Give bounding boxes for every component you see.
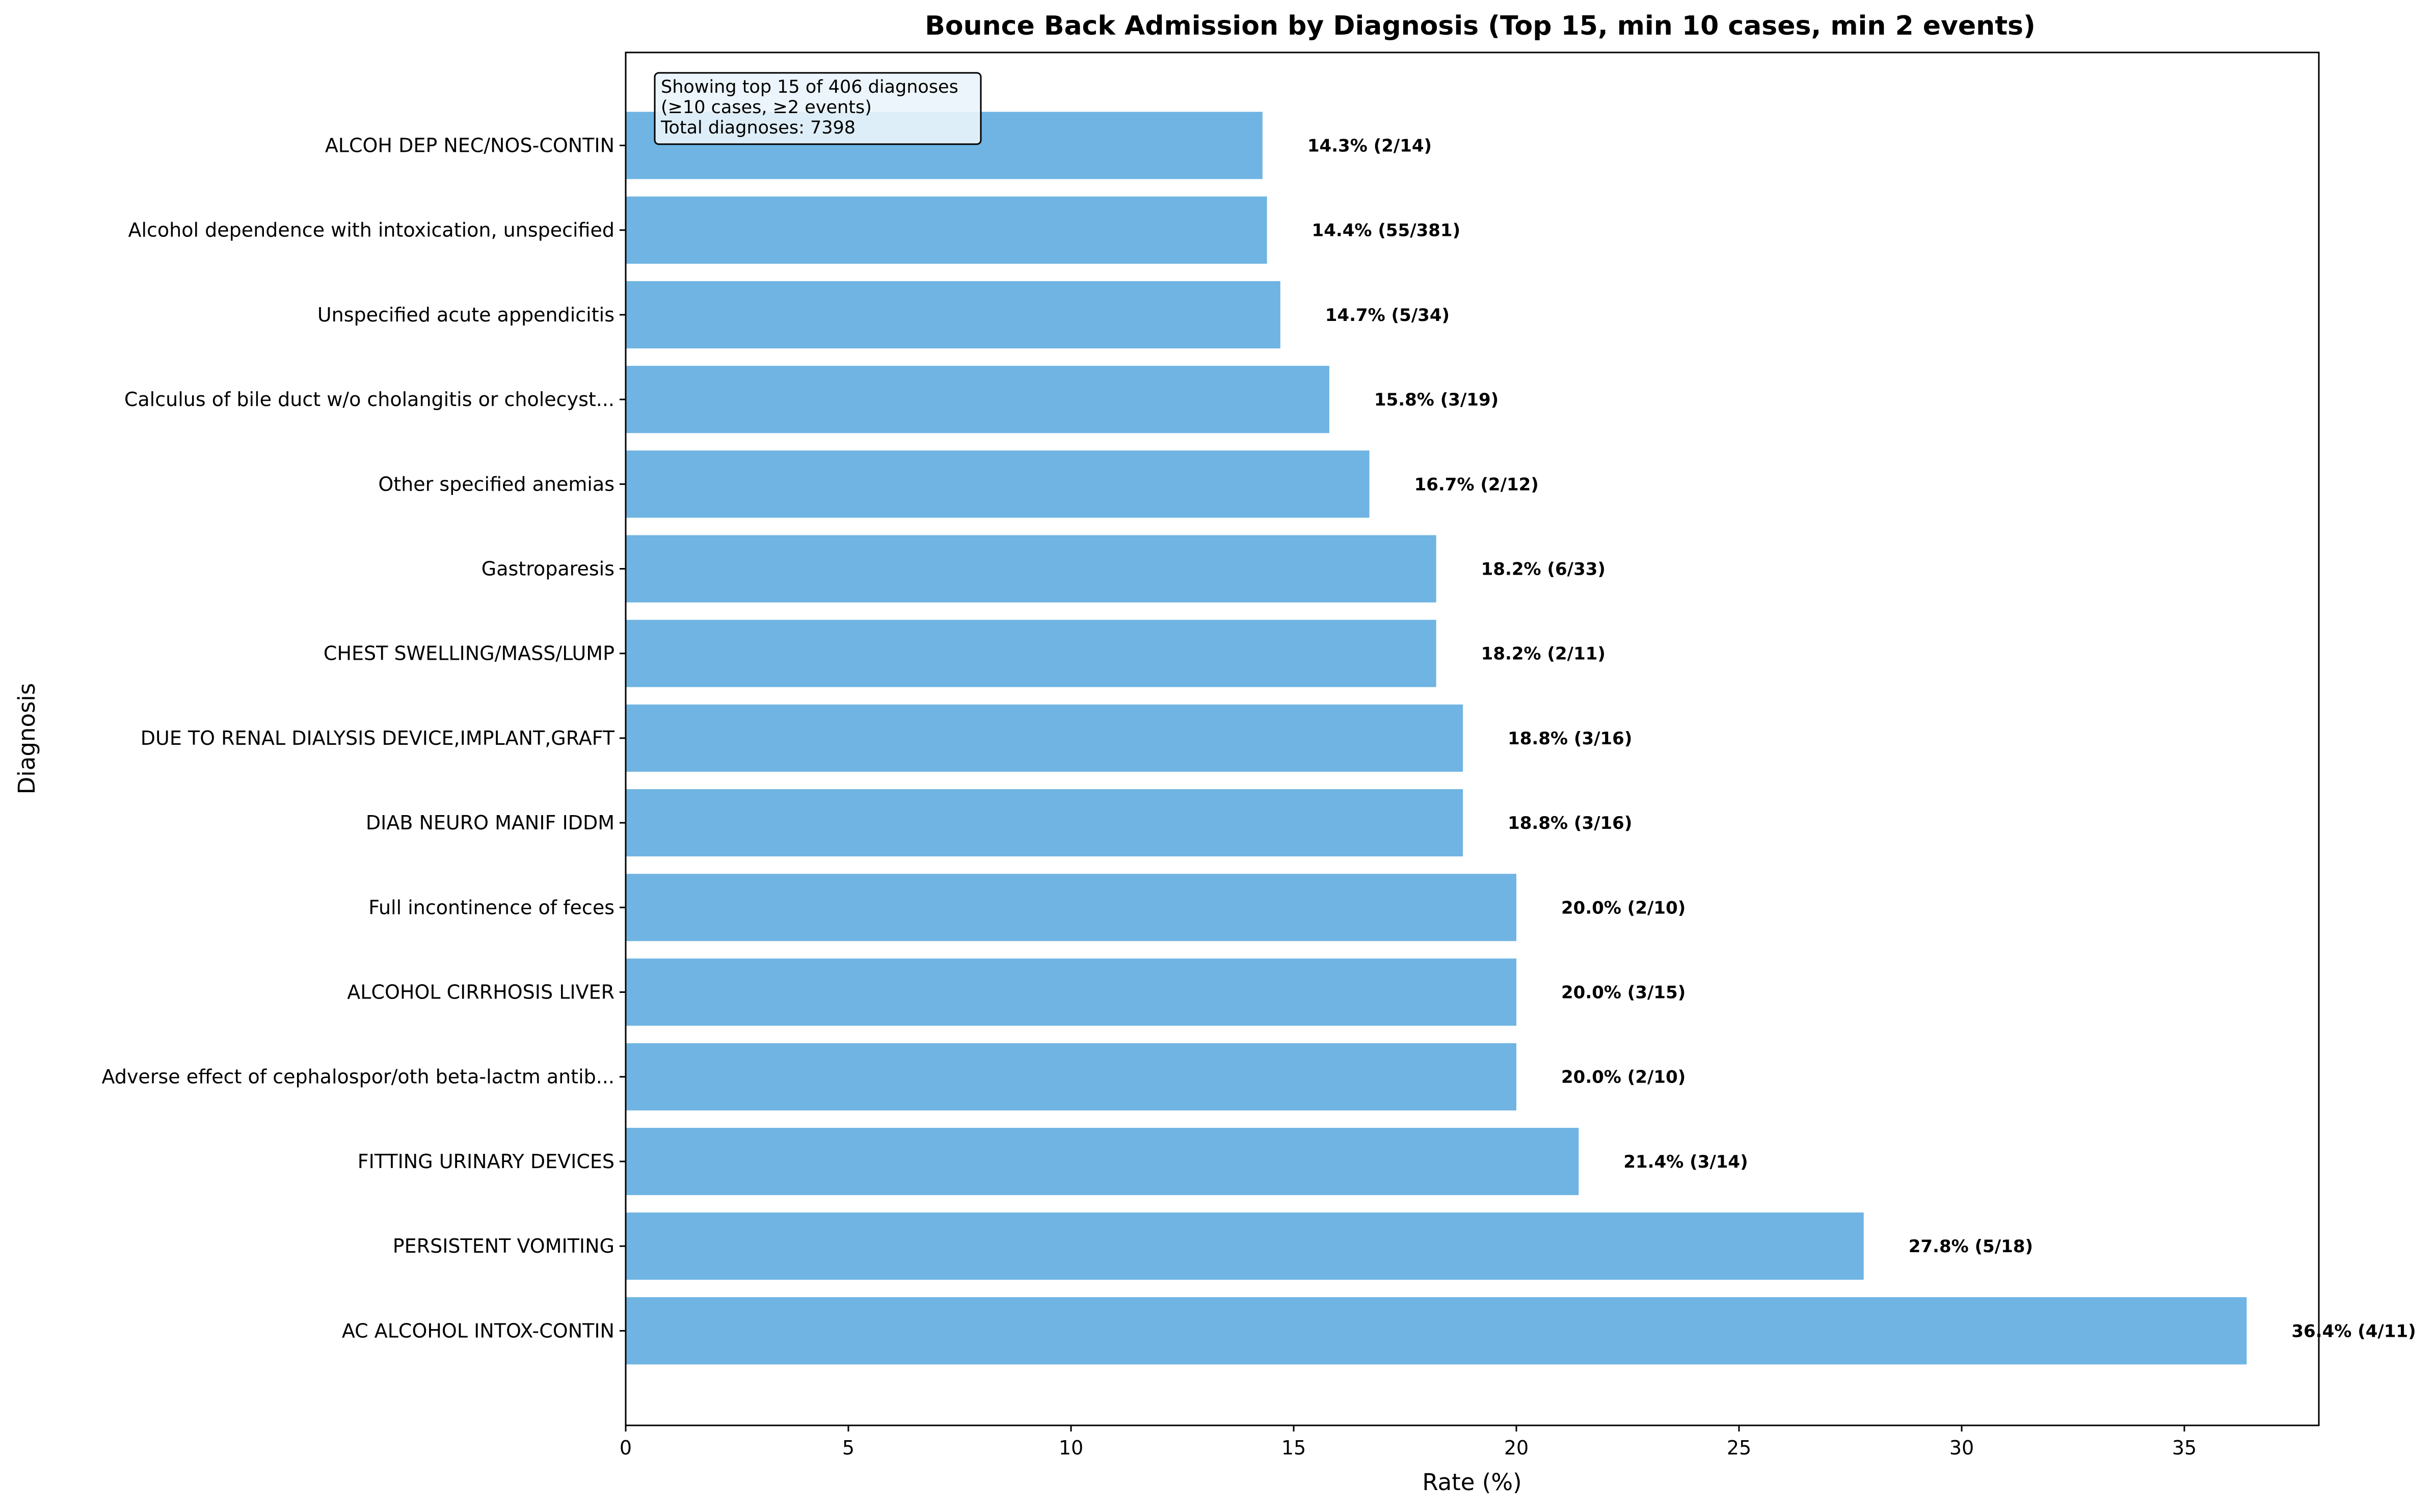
y-tick-label: AC ALCOHOL INTOX-CONTIN xyxy=(342,1319,614,1342)
bar xyxy=(626,874,1516,941)
x-tick-label: 10 xyxy=(1059,1437,1083,1459)
bars-layer xyxy=(626,112,2247,1365)
data-label: 36.4% (4/11) xyxy=(2291,1321,2416,1341)
y-tick-label: ALCOH DEP NEC/NOS-CONTIN xyxy=(325,134,614,157)
data-label: 21.4% (3/14) xyxy=(1623,1152,1748,1172)
bar xyxy=(626,196,1267,264)
bar xyxy=(626,1212,1864,1280)
info-line-2: (≥10 cases, ≥2 events) xyxy=(661,97,872,118)
bar xyxy=(626,366,1329,434)
info-line-3: Total diagnoses: 7398 xyxy=(660,118,855,138)
y-tick-label: Unspecified acute appendicitis xyxy=(317,304,614,326)
y-tick-label: Full incontinence of feces xyxy=(368,896,614,919)
bar xyxy=(626,619,1436,687)
info-box-frame xyxy=(654,72,982,145)
x-tick-label: 35 xyxy=(2172,1437,2197,1459)
bar xyxy=(626,281,1280,348)
y-tick-label: Calculus of bile duct w/o cholangitis or… xyxy=(124,388,614,411)
y-tick-label: DIAB NEURO MANIF IDDM xyxy=(366,812,614,834)
x-tick-label: 0 xyxy=(620,1437,632,1459)
bar xyxy=(626,535,1436,603)
chart-title: Bounce Back Admission by Diagnosis (Top … xyxy=(925,11,2036,41)
y-tick-label: FITTING URINARY DEVICES xyxy=(358,1150,614,1173)
data-labels: 14.3% (2/14) 14.4% (55/381) 14.7% (5/34) 15… xyxy=(1307,136,2416,1342)
y-tick-label: Alcohol dependence with intoxication, un… xyxy=(128,219,614,241)
data-label: 27.8% (5/18) xyxy=(1909,1236,2033,1257)
data-label: 14.4% (55/381) xyxy=(1312,221,1461,241)
data-label: 18.2% (2/11) xyxy=(1481,644,1606,664)
y-axis-label: Diagnosis xyxy=(13,683,40,795)
y-tick-label: Adverse effect of cephalospor/oth beta-l… xyxy=(102,1066,615,1088)
bar xyxy=(626,1297,2247,1365)
data-label: 16.7% (2/12) xyxy=(1414,474,1539,495)
bar xyxy=(626,450,1370,518)
y-tick-label: Other specified anemias xyxy=(378,473,614,495)
data-label: 15.8% (3/19) xyxy=(1374,390,1499,410)
data-label: 14.3% (2/14) xyxy=(1307,136,1432,156)
x-axis-ticks: 0 5 10 15 20 25 30 35 xyxy=(620,1425,2197,1459)
bar xyxy=(626,789,1463,857)
x-tick-label: 20 xyxy=(1504,1437,1529,1459)
data-label: 18.8% (3/16) xyxy=(1508,813,1632,833)
plot-frame xyxy=(625,51,2320,1426)
y-tick-label: CHEST SWELLING/MASS/LUMP xyxy=(324,642,614,665)
x-tick-label: 5 xyxy=(842,1437,854,1459)
info-line-1: Showing top 15 of 406 diagnoses xyxy=(661,77,958,97)
data-label: 14.7% (5/34) xyxy=(1325,305,1450,326)
bar xyxy=(626,1043,1516,1111)
data-label: 20.0% (2/10) xyxy=(1561,1067,1686,1088)
y-tick-label: DUE TO RENAL DIALYSIS DEVICE,IMPLANT,GRA… xyxy=(141,727,615,749)
bar xyxy=(626,958,1516,1026)
data-label: 18.8% (3/16) xyxy=(1508,728,1632,749)
bar xyxy=(626,1127,1579,1195)
y-tick-label: ALCOHOL CIRRHOSIS LIVER xyxy=(347,981,614,1004)
data-label: 20.0% (2/10) xyxy=(1561,898,1686,918)
data-label: 18.2% (6/33) xyxy=(1481,559,1606,580)
bar xyxy=(626,704,1463,772)
x-tick-label: 25 xyxy=(1727,1437,1751,1459)
x-axis-label: Rate (%) xyxy=(1422,1469,1521,1496)
info-box: Showing top 15 of 406 diagnoses (≥10 cas… xyxy=(654,72,982,145)
y-tick-label: PERSISTENT VOMITING xyxy=(393,1235,614,1257)
y-tick-label: Gastroparesis xyxy=(482,558,614,580)
x-tick-label: 15 xyxy=(1281,1437,1306,1459)
y-axis-ticks: ALCOH DEP NEC/NOS-CONTIN Alcohol dependen… xyxy=(102,134,626,1342)
data-label: 20.0% (3/15) xyxy=(1561,983,1686,1003)
x-tick-label: 30 xyxy=(1949,1437,1974,1459)
